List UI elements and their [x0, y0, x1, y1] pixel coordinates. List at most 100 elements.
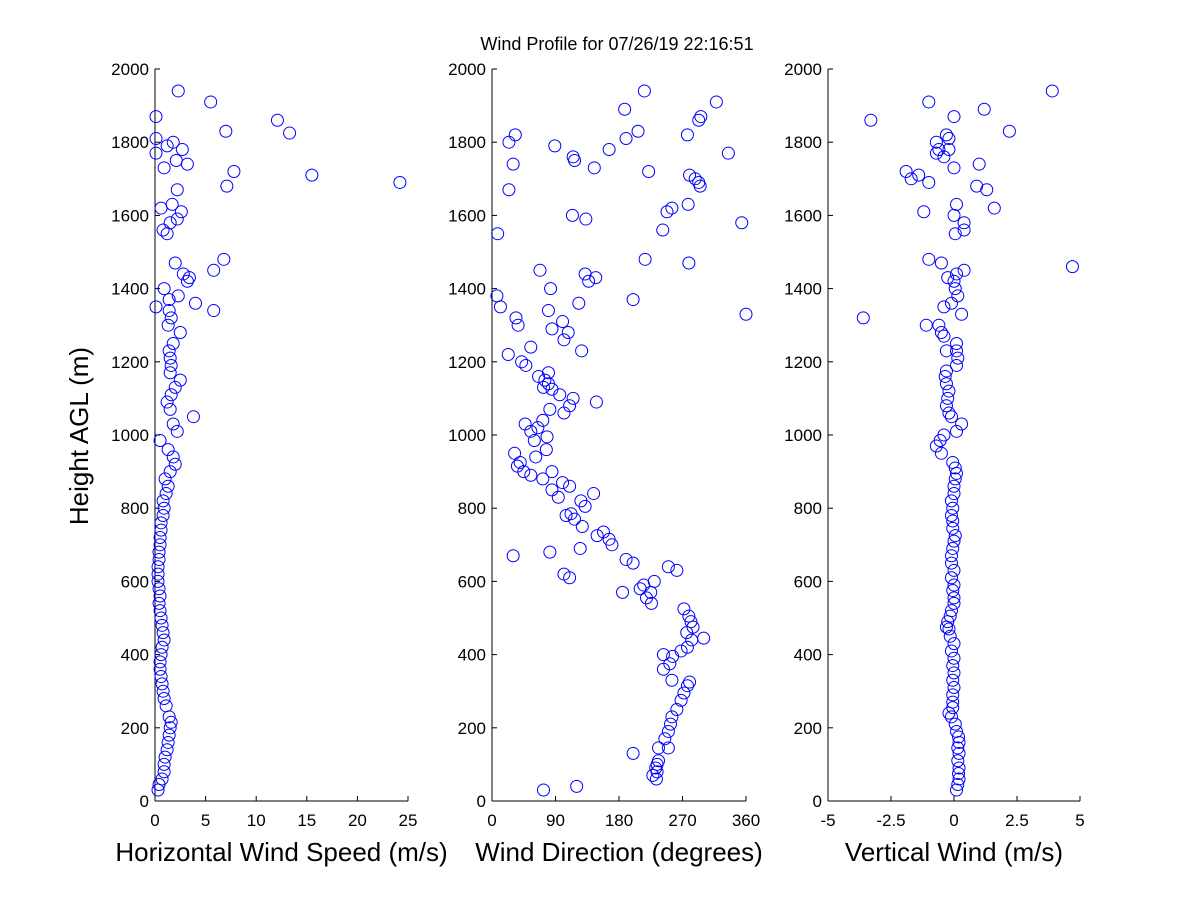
data-point: [661, 560, 675, 574]
data-point: [162, 304, 176, 318]
data-point: [649, 772, 663, 786]
data-point: [912, 168, 926, 182]
y-tick-label: 1400: [111, 280, 149, 299]
data-point: [170, 212, 184, 226]
data-point: [163, 465, 177, 479]
data-point: [188, 296, 202, 310]
data-point: [950, 424, 964, 438]
data-point: [644, 585, 658, 599]
data-point: [856, 311, 870, 325]
data-point: [590, 529, 604, 543]
data-point: [174, 205, 188, 219]
data-point: [158, 750, 172, 764]
data-point: [626, 746, 640, 760]
data-point: [939, 128, 953, 142]
data-point: [519, 358, 533, 372]
data-point: [692, 175, 706, 189]
data-point: [947, 563, 961, 577]
data-point: [661, 741, 675, 755]
data-point: [948, 227, 962, 241]
data-point: [393, 175, 407, 189]
data-point: [944, 494, 958, 508]
data-point: [565, 208, 579, 222]
data-point: [149, 110, 163, 124]
data-point: [638, 252, 652, 266]
data-point: [947, 637, 961, 651]
panel-3: 0 200 400 600 800 1000 1200 1400 1600 1800 2000 -5 -…: [784, 60, 1085, 867]
data-point: [217, 252, 231, 266]
data-point: [164, 358, 178, 372]
data-point: [579, 212, 593, 226]
data-point: [947, 651, 961, 665]
data-point: [948, 717, 962, 731]
data-point: [947, 208, 961, 222]
data-point: [543, 402, 557, 416]
x-tick-label: -5: [820, 811, 835, 830]
data-point: [163, 721, 177, 735]
data-point: [682, 609, 696, 623]
data-point: [864, 113, 878, 127]
data-point: [942, 406, 956, 420]
data-point: [735, 216, 749, 230]
data-point: [545, 465, 559, 479]
y-tick-label: 1600: [448, 206, 486, 225]
data-point: [158, 472, 172, 486]
data-point: [939, 364, 953, 378]
y-tick-label: 2000: [111, 60, 149, 79]
y-tick-label: 800: [458, 499, 486, 518]
data-point: [942, 132, 956, 146]
data-point: [557, 333, 571, 347]
data-point: [563, 479, 577, 493]
data-point: [501, 347, 515, 361]
data-point: [204, 95, 218, 109]
data-point: [721, 146, 735, 160]
data-point: [674, 693, 688, 707]
x-tick-label: 5: [1075, 811, 1084, 830]
x-tick-label: 25: [399, 811, 418, 830]
data-point: [948, 472, 962, 486]
data-point: [922, 95, 936, 109]
data-point: [152, 545, 166, 559]
x-tick-label: 180: [605, 811, 633, 830]
x-tick-label: 10: [247, 811, 266, 830]
data-point: [156, 223, 170, 237]
data-point: [162, 293, 176, 307]
data-point: [947, 110, 961, 124]
data-point: [152, 596, 166, 610]
data-point: [540, 430, 554, 444]
data-point: [553, 388, 567, 402]
data-point: [946, 541, 960, 555]
data-point: [154, 670, 168, 684]
data-point: [527, 433, 541, 447]
data-point: [626, 293, 640, 307]
data-point: [660, 205, 674, 219]
data-point: [955, 307, 969, 321]
data-point: [157, 282, 171, 296]
data-point: [157, 161, 171, 175]
x-tick-label: 0: [487, 811, 496, 830]
y-tick-label: 600: [794, 572, 822, 591]
data-point: [951, 778, 965, 792]
data-point: [947, 591, 961, 605]
data-point: [970, 179, 984, 193]
data-point: [697, 631, 711, 645]
data-point: [683, 675, 697, 689]
data-point: [952, 730, 966, 744]
y-tick-label: 200: [121, 719, 149, 738]
data-point: [153, 604, 167, 618]
data-point: [168, 457, 182, 471]
data-point: [541, 366, 555, 380]
x-tick-label: 90: [546, 811, 565, 830]
data-point: [955, 417, 969, 431]
data-point: [946, 701, 960, 715]
data-point: [156, 626, 170, 640]
data-point: [155, 640, 169, 654]
data-point: [490, 289, 504, 303]
y-tick-label: 1800: [448, 133, 486, 152]
data-point: [545, 483, 559, 497]
data-point: [972, 157, 986, 171]
data-point: [616, 585, 630, 599]
data-point: [944, 710, 958, 724]
data-point: [663, 657, 677, 671]
data-point: [154, 523, 168, 537]
